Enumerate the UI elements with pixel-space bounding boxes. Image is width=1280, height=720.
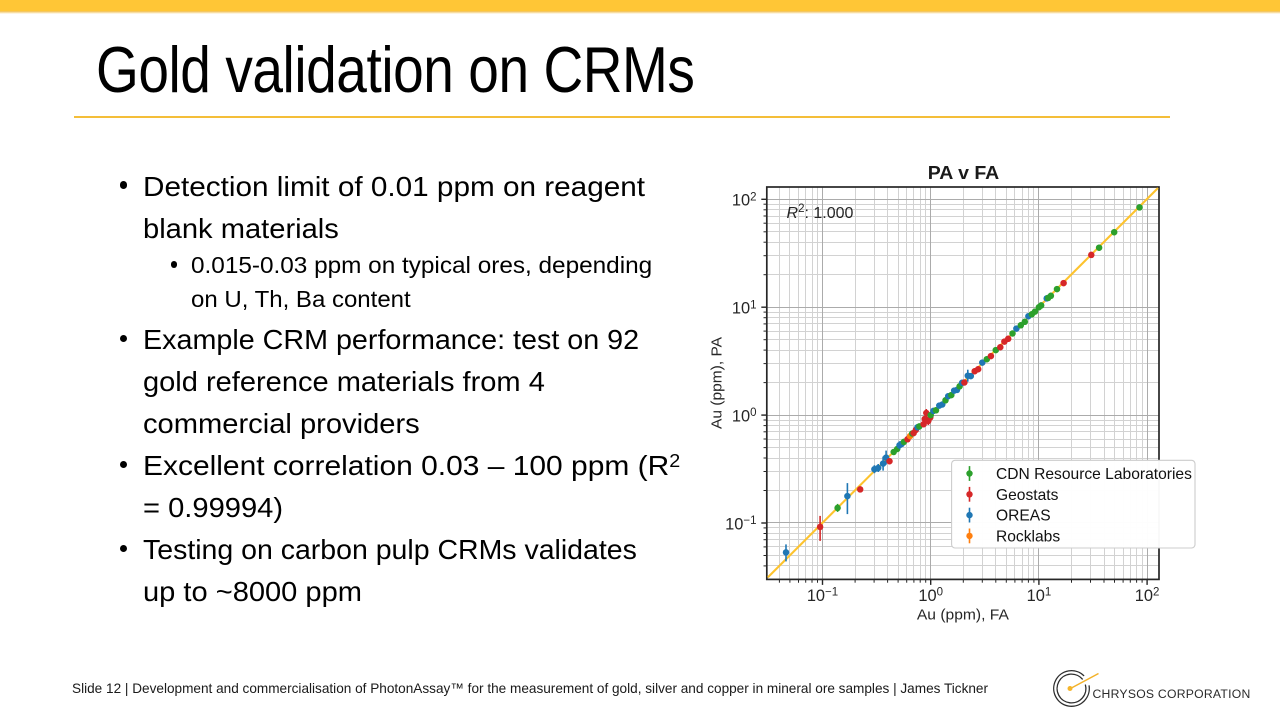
svg-text:Rocklabs: Rocklabs	[996, 529, 1060, 546]
svg-text:101: 101	[732, 299, 757, 317]
svg-text:10−1: 10−1	[807, 586, 838, 605]
svg-text:Au (ppm), FA: Au (ppm), FA	[917, 608, 1009, 624]
svg-text:Au (ppm), PA: Au (ppm), PA	[710, 337, 726, 429]
svg-text:102: 102	[1135, 586, 1160, 605]
svg-text:CDN Resource Laboratories: CDN Resource Laboratories	[996, 466, 1192, 483]
svg-text:10−1: 10−1	[725, 515, 756, 533]
svg-text:CHRYSOS CORPORATION: CHRYSOS CORPORATION	[1093, 687, 1251, 701]
svg-text:Geostats: Geostats	[996, 487, 1059, 504]
svg-text:OREAS: OREAS	[996, 508, 1051, 525]
svg-text:100: 100	[918, 586, 943, 605]
svg-text:102: 102	[732, 191, 757, 209]
svg-text:101: 101	[1027, 586, 1052, 605]
svg-text:100: 100	[732, 407, 757, 425]
svg-text:R2: 1.000: R2: 1.000	[787, 203, 854, 222]
svg-text:PA v FA: PA v FA	[928, 163, 1000, 183]
